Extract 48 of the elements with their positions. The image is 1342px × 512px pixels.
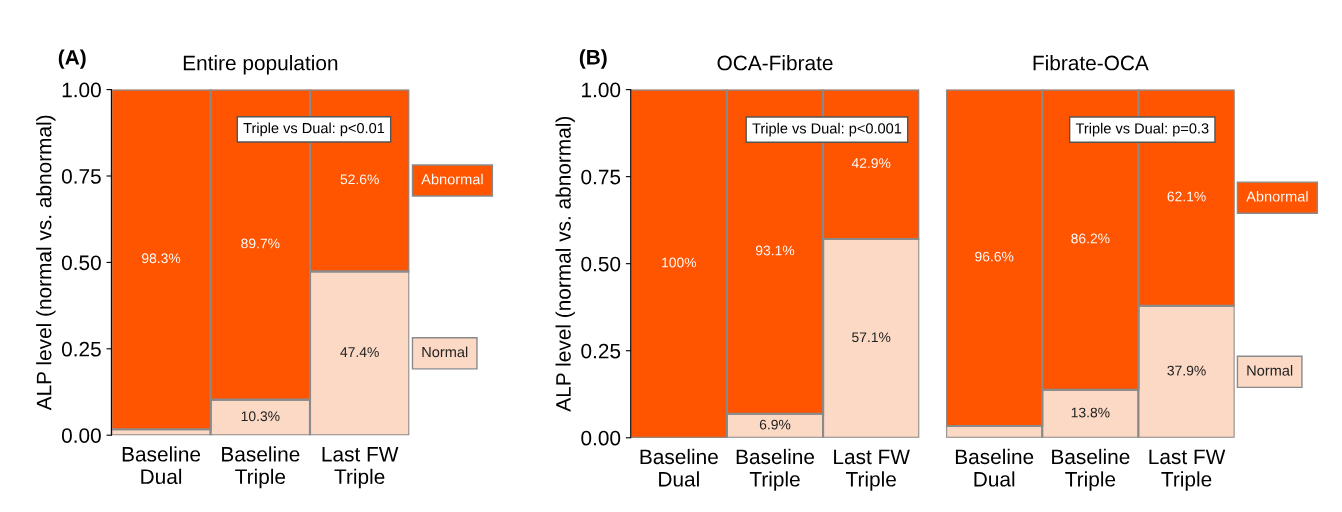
- x-tick-label: Baseline Triple: [1052, 448, 1130, 491]
- series-label: Abnormal: [1246, 190, 1308, 202]
- y-axis-title: ALP level (normal vs. abnormal): [555, 116, 575, 412]
- y-tick-label: 1.00: [582, 82, 621, 98]
- y-tick-label: 0.25: [61, 341, 101, 357]
- x-tick-label: Last FW Triple: [1149, 449, 1226, 491]
- x-tick-label: Baseline Triple: [736, 448, 815, 491]
- data-label: 86.2%: [1071, 233, 1110, 244]
- series-label: Normal: [422, 346, 468, 358]
- text: (B): [579, 49, 607, 69]
- y-axis-title: ALP level (normal vs. abnormal): [36, 115, 56, 411]
- data-label: 89.7%: [241, 238, 280, 249]
- chart-title: OCA-Fibrate: [717, 55, 833, 71]
- y-tick-label: 0.75: [581, 169, 621, 185]
- x-tick-label: Last FW Triple: [834, 449, 910, 491]
- data-label: 62.1%: [1167, 191, 1206, 202]
- data-label: 47.4%: [340, 347, 379, 357]
- y-tick-label: 0.50: [581, 256, 621, 272]
- x-tick-label: Baseline Dual: [122, 446, 201, 485]
- chart-title: Fibrate-OCA: [1033, 55, 1149, 71]
- data-label: 37.9%: [1167, 365, 1206, 376]
- annotation: Triple vs Dual: p<0.01: [243, 122, 385, 137]
- data-label: 93.1%: [755, 245, 795, 256]
- y-tick-label: 0.50: [61, 255, 101, 271]
- y-tick-label: 0.00: [61, 428, 101, 443]
- data-label: 57.1%: [852, 332, 891, 343]
- data-label: 13.8%: [1071, 407, 1110, 418]
- x-tick-label: Baseline Dual: [640, 448, 718, 487]
- data-label: 98.3%: [142, 253, 181, 264]
- data-label: 52.6%: [340, 174, 379, 185]
- data-label: 6.9%: [759, 419, 791, 430]
- y-tick-label: 1.00: [62, 82, 101, 98]
- data-label: 10.3%: [241, 411, 280, 422]
- annotation: Triple vs Dual: p<0.001: [752, 122, 902, 137]
- chart-title: Entire population: [183, 55, 338, 75]
- y-tick-label: 0.75: [61, 169, 101, 184]
- x-tick-label: Baseline Dual: [955, 448, 1034, 487]
- series-label: Abnormal: [421, 173, 483, 185]
- annotation: Triple vs Dual: p=0.3: [1075, 122, 1209, 137]
- text: (A): [58, 49, 86, 69]
- x-tick-label: Last FW Triple: [322, 447, 399, 489]
- data-label: 96.6%: [975, 251, 1014, 262]
- series-label: Normal: [1247, 364, 1293, 376]
- data-label: 100%: [662, 257, 697, 268]
- data-label: 42.9%: [851, 158, 891, 169]
- y-tick-label: 0.25: [581, 343, 621, 359]
- x-tick-label: Baseline Triple: [222, 446, 300, 489]
- y-tick-label: 0.00: [581, 430, 621, 446]
